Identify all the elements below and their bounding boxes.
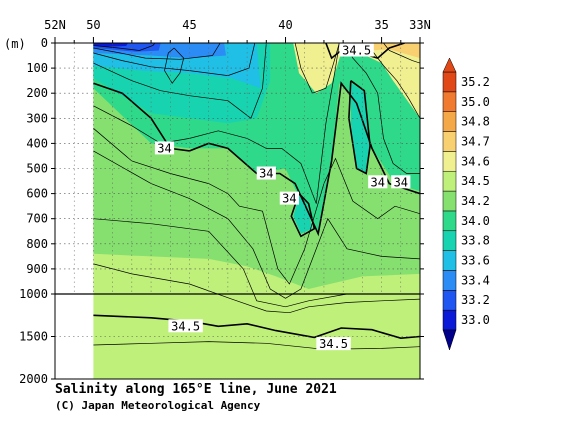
y-tick-label: 300 [26, 111, 48, 125]
y-tick-label: 800 [26, 237, 48, 251]
y-tick-label: 900 [26, 262, 48, 276]
contour-label-bg [168, 319, 203, 333]
contour-34-0-eddy [290, 193, 316, 238]
chart-title: Salinity along 165°E line, June 2021 [55, 382, 337, 397]
contour-label: 34 [371, 175, 385, 189]
colorbar: 33.0 33.2 33.4 33.6 33.8 34.0 34.2 34.5 34.6 34.7… [442, 57, 490, 351]
x-tick-label: 33N [409, 18, 431, 32]
y-unit-label: (m) [4, 37, 26, 51]
colorbar-label: 33.8 [461, 234, 490, 248]
colorbar-segment [442, 151, 457, 172]
contour-34-1-b [344, 43, 420, 174]
colorbar-segment [442, 230, 457, 251]
contour-label: 34 [157, 141, 171, 155]
region-eddy-34-0-deep [293, 196, 313, 234]
colorbar-segment [442, 290, 457, 311]
x-tick-label: 35 [374, 18, 388, 32]
colorbar-segment [442, 270, 457, 291]
colorbar-label: 35.2 [461, 75, 490, 89]
y-tick-label: 700 [26, 212, 48, 226]
colorbar-label: 34.7 [461, 134, 490, 148]
contour-label-bg [279, 191, 299, 205]
colorbar-segment [442, 71, 457, 93]
contour-label-bg [316, 337, 351, 351]
region-34-6-east [293, 43, 420, 119]
y-tick-label: 1500 [19, 330, 48, 344]
contour-label: 34.5 [319, 337, 348, 351]
y-tick-label: 100 [26, 61, 48, 75]
x-tick-label: 50 [86, 18, 100, 32]
y-tick-label: 600 [26, 187, 48, 201]
colorbar-segment [442, 250, 457, 271]
contour-label-layer: 34.5 34 34 34 34 34 34.5 34.5 [154, 43, 411, 351]
colorbar-top-arrow [442, 57, 457, 73]
colorbar-segment [442, 111, 457, 132]
contour-label-bg [154, 141, 175, 155]
contour-34-7 [383, 43, 420, 64]
contour-label: 34 [259, 167, 273, 181]
colorbar-segment [442, 170, 457, 192]
colorbar-segment [442, 91, 457, 112]
contour-33-4-lens [164, 47, 185, 84]
chart-credit: (C) Japan Meteorological Agency [55, 399, 261, 412]
axis-layer: 0 100 200 300 400 500 600 700 800 900 1000 1500 2000… [4, 18, 431, 386]
x-tick-label: 52N [44, 18, 66, 32]
contour-34-6-a [294, 43, 340, 94]
colorbar-segment [442, 309, 457, 331]
colorbar-label: 34.6 [461, 154, 490, 168]
contour-label-bg [391, 175, 411, 189]
colorbar-label: 34.0 [461, 214, 490, 228]
contour-33-2 [93, 43, 156, 51]
y-tick-label: 200 [26, 86, 48, 100]
contour-label-bg [339, 43, 374, 57]
contour-label-bg [256, 166, 276, 180]
gridline-layer [55, 43, 420, 337]
x-tick-label: 45 [182, 18, 196, 32]
colorbar-label: 33.4 [461, 273, 490, 287]
contour-33-4 [93, 43, 221, 60]
contour-34-45 [93, 263, 420, 314]
colorbar-label: 33.6 [461, 254, 490, 268]
region-33-0 [93, 43, 128, 47]
contour-34-48-lower [93, 341, 420, 350]
colorbar-label: 33.0 [461, 313, 490, 327]
colorbar-segment [442, 190, 457, 212]
colorbar-label: 34.8 [461, 115, 490, 129]
colorbar-label: 34.2 [461, 194, 490, 208]
colorbar-label: 35.0 [461, 95, 490, 109]
contour-label: 34.5 [342, 44, 371, 58]
y-tick-label: 400 [26, 136, 48, 150]
colorbar-segment [442, 131, 457, 152]
y-tick-label: 1000 [19, 287, 48, 301]
y-tick-label: 0 [41, 36, 48, 50]
contour-label-bg [368, 175, 388, 189]
contour-label: 34 [394, 175, 408, 189]
plot-frame [54, 42, 421, 380]
colorbar-label: 33.2 [461, 293, 490, 307]
x-tick-label: 40 [278, 18, 292, 32]
colorbar-segment [442, 210, 457, 232]
colorbar-label: 34.5 [461, 174, 490, 188]
y-tick-label: 500 [26, 162, 48, 176]
y-tick-label: 2000 [19, 372, 48, 386]
contour-label: 34 [282, 192, 296, 206]
colorbar-bottom-arrow [442, 329, 457, 351]
contour-label: 34.5 [171, 319, 200, 333]
